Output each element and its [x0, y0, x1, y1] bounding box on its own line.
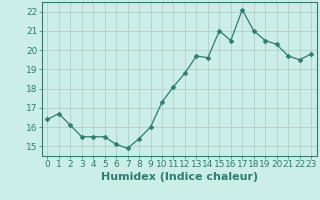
- X-axis label: Humidex (Indice chaleur): Humidex (Indice chaleur): [100, 172, 258, 182]
